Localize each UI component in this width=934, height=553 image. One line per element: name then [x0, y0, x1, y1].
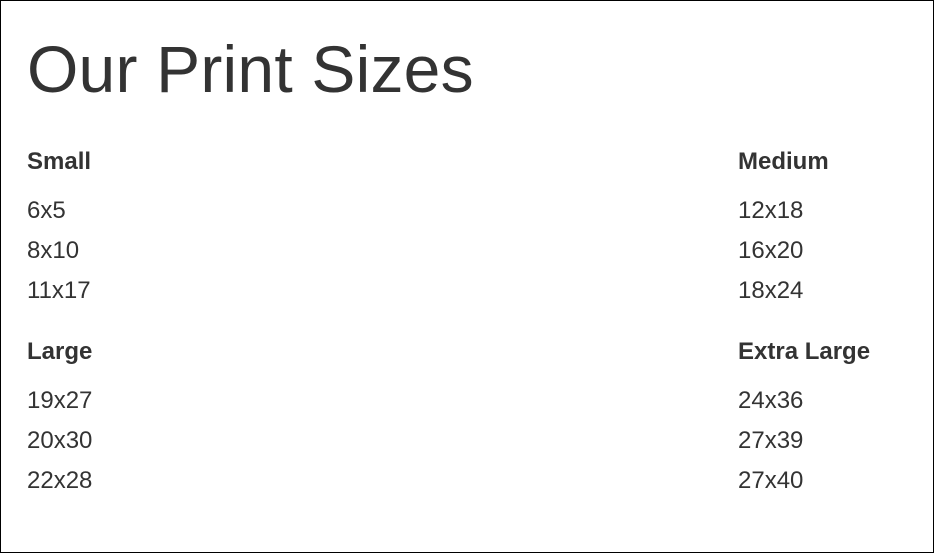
size-item: 20x30 [27, 427, 93, 454]
group-heading-small: Small [27, 148, 92, 175]
size-item: 8x10 [27, 237, 80, 264]
group-heading-large: Large [27, 338, 93, 365]
size-item: 16x20 [738, 237, 804, 264]
size-item: 11x17 [27, 277, 91, 304]
size-item: 22x28 [27, 467, 93, 494]
page-title: Our Print Sizes [27, 32, 474, 106]
size-group-medium: Medium 12x18 16x20 18x24 [738, 144, 829, 311]
size-item: 27x39 [738, 427, 804, 454]
size-group-extra-large: Extra Large 24x36 27x39 27x40 [738, 334, 870, 501]
size-list-large: 19x27 20x30 22x28 [27, 381, 92, 501]
size-item: 18x24 [738, 277, 804, 304]
size-item: 12x18 [738, 197, 804, 224]
size-list-small: 6x5 8x10 11x17 [27, 191, 91, 311]
group-heading-medium: Medium [738, 148, 829, 175]
group-heading-extra-large: Extra Large [738, 338, 871, 365]
size-item: 24x36 [738, 387, 804, 414]
size-list-medium: 12x18 16x20 18x24 [738, 191, 829, 311]
size-item: 19x27 [27, 387, 93, 414]
size-item: 27x40 [738, 467, 804, 494]
size-group-large: Large 19x27 20x30 22x28 [27, 334, 92, 501]
size-group-small: Small 6x5 8x10 11x17 [27, 144, 91, 311]
size-item: 6x5 [27, 197, 66, 224]
size-list-extra-large: 24x36 27x39 27x40 [738, 381, 870, 501]
